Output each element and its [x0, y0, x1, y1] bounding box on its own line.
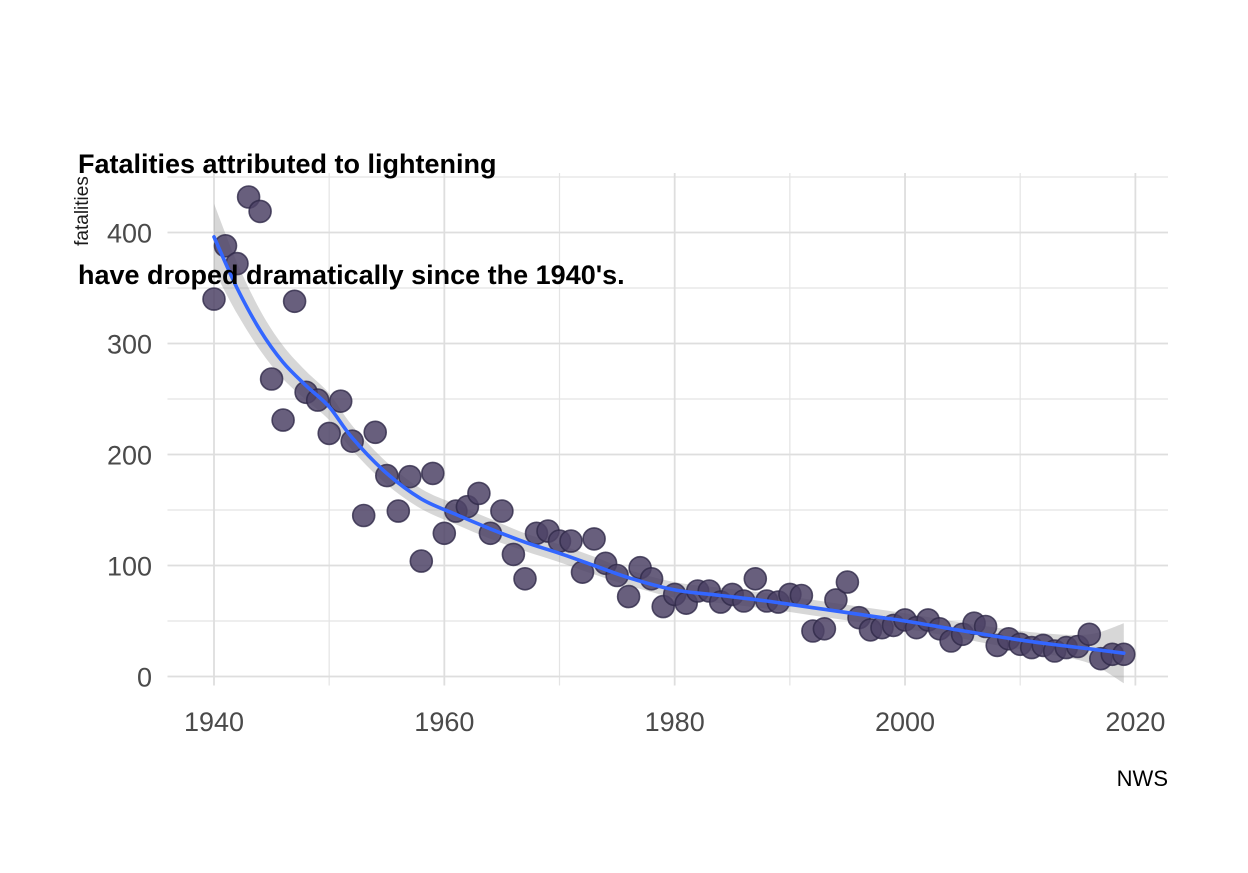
data-point [743, 566, 768, 591]
data-point [432, 521, 457, 546]
chart-caption: NWS [1116, 766, 1168, 791]
data-point [731, 589, 756, 613]
data-point [282, 289, 307, 314]
y-axis-title: fatalities [72, 176, 93, 246]
data-point [409, 549, 434, 573]
data-point [259, 367, 284, 391]
x-tick-label: 1980 [645, 707, 705, 737]
data-point [1077, 622, 1102, 647]
data-point [248, 199, 272, 224]
grid-layer [167, 173, 1168, 686]
tick-layer: 0 100 200 300 400 1940 1960 1980 2000 2020 [107, 219, 1165, 738]
data-point [467, 481, 491, 506]
data-point [420, 461, 445, 486]
data-point [305, 388, 330, 412]
data-point [513, 566, 537, 591]
data-point [397, 464, 422, 489]
data-point [616, 584, 641, 609]
data-point [317, 421, 342, 446]
data-point [582, 527, 606, 551]
data-point [559, 529, 583, 553]
trend-line [212, 235, 1126, 655]
x-tick-label: 1960 [414, 707, 474, 737]
chart-title: Fatalities attributed to lightening have… [78, 72, 625, 331]
data-point [363, 420, 388, 445]
data-point [835, 570, 860, 594]
data-point [351, 503, 376, 528]
y-tick-label: 100 [107, 552, 152, 582]
data-point [501, 542, 526, 567]
x-tick-label: 2000 [875, 707, 935, 737]
y-tick-label: 300 [107, 330, 152, 360]
y-tick-label: 200 [107, 441, 152, 471]
y-tick-label: 400 [107, 219, 152, 249]
data-point [328, 389, 353, 414]
x-tick-label: 2020 [1105, 707, 1165, 737]
chart-title-line-2: have droped dramatically since the 1940'… [78, 260, 625, 290]
data-point [386, 499, 411, 523]
data-point [490, 499, 514, 523]
data-point [812, 616, 837, 641]
data-point [271, 408, 295, 432]
x-tick-label: 1940 [184, 707, 244, 737]
y-tick-label: 0 [137, 663, 152, 693]
chart-title-line-1: Fatalities attributed to lightening [78, 149, 497, 179]
data-point [202, 287, 226, 311]
line-layer [212, 235, 1126, 655]
